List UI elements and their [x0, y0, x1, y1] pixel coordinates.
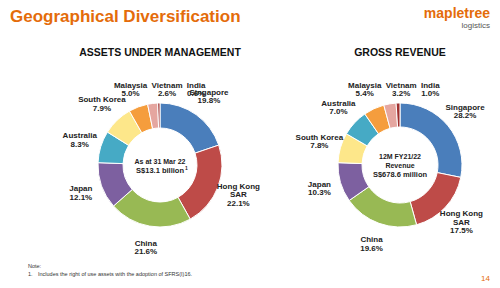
slice — [158, 103, 160, 128]
note-text: Includes the right of use assets with th… — [38, 271, 193, 277]
value-label: 21.6% — [134, 247, 157, 256]
slice — [178, 145, 222, 219]
slice — [338, 163, 369, 201]
data-label: Hong KongSAR22.1% — [217, 182, 260, 208]
center-text-note: 1 — [185, 165, 188, 171]
value-label: 7.9% — [93, 104, 111, 113]
data-label: South Korea7.8% — [296, 133, 344, 151]
data-label: Malaysia5.4% — [348, 81, 382, 99]
data-label: Australia7.0% — [321, 99, 356, 117]
value-label: 7.8% — [310, 141, 328, 150]
slice — [396, 103, 400, 127]
data-label: South Korea7.9% — [78, 95, 126, 113]
chart-title: ASSETS UNDER MANAGEMENT — [79, 46, 241, 58]
center-text: As at 31 Mar 22 — [135, 158, 186, 165]
value-label: 3.2% — [392, 89, 410, 98]
pie-chart: GROSS REVENUE 12M FY21/22 RevenueS$678.6 m… — [296, 46, 486, 253]
category-label: Hong KongSAR — [440, 209, 483, 227]
slice — [160, 103, 219, 153]
data-label: Vietnam2.6% — [152, 81, 183, 99]
note-number: 1. — [28, 271, 33, 277]
slice — [148, 103, 159, 129]
logo-text: mapletree — [424, 5, 490, 21]
data-label: Australia8.3% — [63, 131, 98, 149]
center-text: S$13.1 billion — [136, 166, 184, 175]
value-label: 8.3% — [71, 140, 89, 149]
center-text: Revenue — [385, 162, 414, 169]
data-label: Singapore28.2% — [445, 103, 485, 121]
value-label: 7.0% — [329, 107, 347, 116]
value-label: 17.5% — [450, 226, 473, 235]
center-text: 12M FY21/22 — [379, 153, 421, 160]
data-label: China19.6% — [360, 235, 383, 253]
page-number: 14 — [481, 274, 490, 283]
data-label: India1.0% — [421, 81, 440, 99]
value-label: 10.3% — [308, 188, 331, 197]
data-label: Japan12.1% — [69, 184, 92, 202]
logo-subtext: logistics — [462, 21, 490, 30]
pie-chart: ASSETS UNDER MANAGEMENT As at 31 Mar 22S$… — [63, 46, 260, 256]
value-label: 2.6% — [158, 89, 176, 98]
value-label: 12.1% — [70, 193, 93, 202]
value-label: 0.6% — [187, 89, 205, 98]
page-title: Geographical Diversification — [10, 7, 241, 26]
note-heading: Note: — [28, 263, 42, 269]
value-label: 22.1% — [227, 199, 250, 208]
slice — [98, 163, 132, 206]
data-label: Hong KongSAR17.5% — [440, 209, 483, 235]
category-label: Hong KongSAR — [217, 182, 260, 200]
chart-title: GROSS REVENUE — [354, 46, 446, 58]
data-label: India0.6% — [187, 81, 206, 99]
data-label: Vietnam3.2% — [386, 81, 417, 99]
data-label: China21.6% — [134, 239, 157, 256]
value-label: 28.2% — [454, 111, 477, 120]
slices — [98, 103, 222, 227]
value-label: 1.0% — [421, 89, 439, 98]
value-label: 19.6% — [360, 244, 383, 253]
data-label: Malaysia5.0% — [114, 81, 148, 99]
value-label: 5.0% — [121, 89, 139, 98]
value-label: 5.4% — [356, 89, 374, 98]
center-text: S$678.6 million — [373, 170, 428, 179]
data-label: Japan10.3% — [308, 180, 331, 198]
slide: Geographical Diversification mapletreelog… — [0, 0, 500, 288]
slice — [384, 103, 398, 128]
